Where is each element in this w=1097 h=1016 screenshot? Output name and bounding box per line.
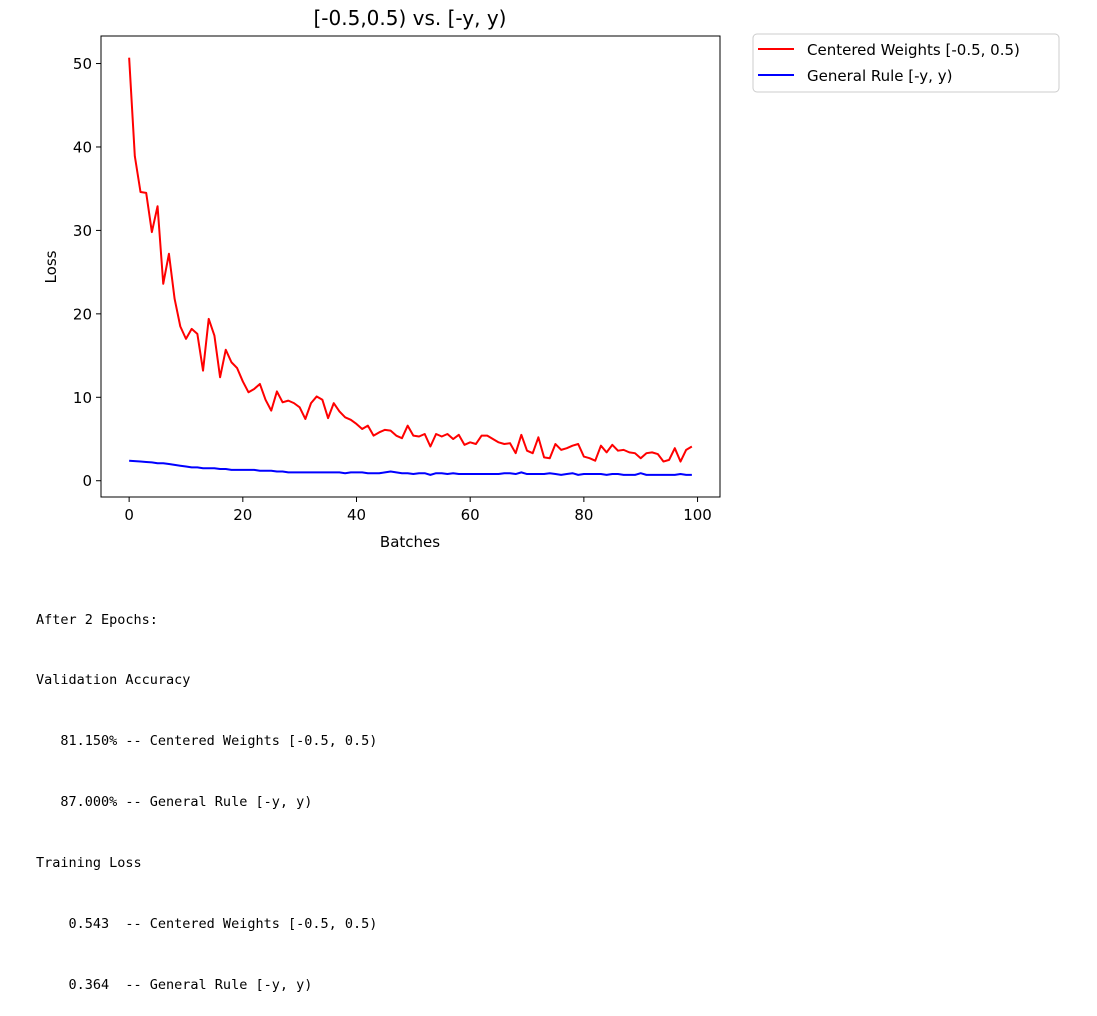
summary-line: 87.000% -- General Rule [-y, y) <box>36 794 313 811</box>
x-tick-label: 80 <box>574 506 593 524</box>
loss-chart: [-0.5,0.5) vs. [-y, y) 0 20 40 60 80 100 0 10 2… <box>42 6 1060 551</box>
legend-label-2: General Rule [-y, y) <box>807 67 952 85</box>
y-tick-label: 20 <box>73 305 92 323</box>
x-tick-label: 40 <box>347 506 366 524</box>
summary-line: Training Loss <box>36 855 142 872</box>
summary-line: 0.364 -- General Rule [-y, y) <box>36 976 313 993</box>
plot-frame <box>100 35 721 498</box>
series-line-2 <box>129 459 692 476</box>
legend-box <box>752 33 1060 93</box>
y-tick-label: 40 <box>73 138 92 156</box>
y-tick-label: 30 <box>73 222 92 240</box>
legend-label-1: Centered Weights [-0.5, 0.5) <box>807 41 1020 59</box>
y-axis: 0 10 20 30 40 50 <box>73 55 101 490</box>
training-summary: After 2 Epochs: Validation Accuracy 81.1… <box>36 569 377 1016</box>
series-line-1 <box>128 57 693 463</box>
plot-area <box>128 57 693 476</box>
x-tick-label: 20 <box>233 506 252 524</box>
x-axis-label: Batches <box>380 533 440 551</box>
y-tick-label: 10 <box>73 389 92 407</box>
x-tick-label: 60 <box>461 506 480 524</box>
y-axis-label: Loss <box>42 250 60 283</box>
y-tick-label: 0 <box>82 472 92 490</box>
x-tick-label: 100 <box>683 506 712 524</box>
chart-title: [-0.5,0.5) vs. [-y, y) <box>314 6 507 30</box>
summary-line: 0.543 -- Centered Weights [-0.5, 0.5) <box>36 916 378 933</box>
y-tick-label: 50 <box>73 55 92 73</box>
x-tick-label: 0 <box>124 506 134 524</box>
summary-line: After 2 Epochs: <box>36 611 158 628</box>
summary-line: Validation Accuracy <box>36 672 191 689</box>
legend: Centered Weights [-0.5, 0.5) General Rule… <box>752 33 1060 93</box>
summary-line: 81.150% -- Centered Weights [-0.5, 0.5) <box>36 733 378 750</box>
x-axis: 0 20 40 60 80 100 <box>124 497 712 524</box>
